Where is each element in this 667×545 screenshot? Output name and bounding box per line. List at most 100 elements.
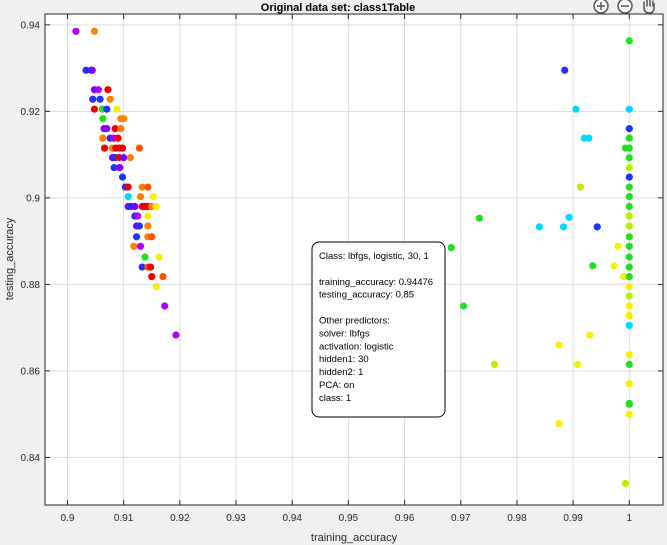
- scatter-point[interactable]: [625, 282, 633, 291]
- scatter-point[interactable]: [625, 410, 633, 418]
- scatter-point[interactable]: [144, 222, 152, 230]
- scatter-point[interactable]: [124, 183, 132, 191]
- scatter-point[interactable]: [103, 125, 111, 133]
- scatter-point[interactable]: [625, 173, 633, 181]
- scatter-point[interactable]: [625, 350, 633, 359]
- scatter-point[interactable]: [144, 183, 152, 191]
- scatter-point[interactable]: [565, 213, 573, 221]
- scatter-point[interactable]: [130, 242, 138, 250]
- scatter-point[interactable]: [138, 183, 146, 191]
- scatter-point[interactable]: [120, 154, 128, 162]
- scatter-point[interactable]: [625, 263, 633, 271]
- scatter-point[interactable]: [535, 223, 544, 231]
- scatter-point[interactable]: [152, 202, 160, 211]
- scatter-point[interactable]: [103, 105, 111, 113]
- scatter-point[interactable]: [625, 134, 633, 142]
- scatter-point[interactable]: [625, 105, 633, 113]
- scatter-point[interactable]: [111, 125, 119, 133]
- scatter-point[interactable]: [447, 244, 455, 252]
- pan-hand-icon[interactable]: [639, 0, 659, 16]
- scatter-point[interactable]: [99, 134, 107, 142]
- scatter-point[interactable]: [135, 222, 143, 230]
- scatter-point[interactable]: [475, 214, 483, 222]
- scatter-point[interactable]: [72, 27, 80, 35]
- scatter-point[interactable]: [561, 66, 569, 74]
- scatter-point[interactable]: [132, 233, 141, 241]
- scatter-point[interactable]: [625, 253, 633, 261]
- datatip-box[interactable]: Class: lbfgs, logistic, 30, 1 training_ac…: [311, 241, 446, 418]
- scatter-point[interactable]: [118, 173, 127, 181]
- scatter-point[interactable]: [148, 272, 156, 281]
- scatter-point[interactable]: [159, 272, 167, 281]
- scatter-point[interactable]: [625, 144, 633, 152]
- scatter-point[interactable]: [135, 144, 143, 152]
- scatter-point[interactable]: [625, 360, 633, 369]
- scatter-point[interactable]: [625, 163, 633, 172]
- scatter-points[interactable]: [72, 27, 633, 487]
- scatter-point[interactable]: [96, 95, 104, 103]
- scatter-point[interactable]: [625, 202, 633, 211]
- scatter-point[interactable]: [113, 105, 121, 113]
- scatter-point[interactable]: [625, 154, 633, 162]
- scatter-point[interactable]: [490, 360, 499, 369]
- scatter-point[interactable]: [559, 223, 568, 231]
- scatter-point[interactable]: [625, 311, 633, 320]
- scatter-point[interactable]: [625, 242, 633, 250]
- scatter-point[interactable]: [459, 302, 468, 310]
- scatter-point[interactable]: [625, 37, 633, 45]
- scatter-point[interactable]: [625, 380, 633, 388]
- scatter-point[interactable]: [625, 212, 633, 220]
- scatter-point[interactable]: [124, 192, 132, 201]
- scatter-point[interactable]: [90, 105, 99, 113]
- scatter-point[interactable]: [625, 400, 633, 408]
- scatter-point[interactable]: [172, 331, 180, 339]
- scatter-point[interactable]: [152, 282, 160, 291]
- scatter-point[interactable]: [614, 242, 622, 250]
- scatter-point[interactable]: [106, 95, 114, 103]
- scatter-point[interactable]: [610, 262, 618, 270]
- scatter-point[interactable]: [574, 360, 582, 369]
- scatter-point[interactable]: [625, 222, 633, 230]
- scatter-point[interactable]: [110, 163, 118, 172]
- scatter-point[interactable]: [625, 272, 633, 281]
- scatter-point[interactable]: [625, 321, 633, 330]
- scatter-point[interactable]: [144, 212, 152, 220]
- scatter-point[interactable]: [82, 66, 90, 74]
- scatter-point[interactable]: [114, 134, 122, 142]
- scatter-point[interactable]: [155, 253, 163, 261]
- scatter-point[interactable]: [161, 302, 169, 310]
- scatter-point[interactable]: [136, 242, 145, 250]
- scatter-point[interactable]: [555, 420, 563, 428]
- scatter-point[interactable]: [589, 262, 597, 270]
- scatter-point[interactable]: [555, 341, 563, 349]
- scatter-point[interactable]: [625, 125, 633, 133]
- scatter-point[interactable]: [136, 192, 145, 201]
- scatter-point[interactable]: [120, 115, 128, 123]
- scatter-point[interactable]: [147, 263, 155, 271]
- scatter-point[interactable]: [621, 479, 629, 487]
- scatter-point[interactable]: [134, 212, 142, 220]
- scatter-point[interactable]: [576, 183, 585, 191]
- scatter-point[interactable]: [586, 331, 594, 339]
- scatter-point[interactable]: [118, 144, 127, 152]
- scatter-point[interactable]: [88, 66, 96, 74]
- scatter-point[interactable]: [94, 86, 102, 94]
- scatter-point[interactable]: [149, 192, 158, 201]
- scatter-point[interactable]: [625, 233, 633, 241]
- scatter-point[interactable]: [100, 144, 109, 152]
- scatter-point[interactable]: [116, 163, 124, 172]
- scatter-point[interactable]: [126, 154, 134, 162]
- scatter-point[interactable]: [593, 223, 601, 231]
- scatter-point[interactable]: [585, 134, 593, 142]
- scatter-point[interactable]: [104, 86, 112, 94]
- scatter-point[interactable]: [625, 292, 633, 300]
- scatter-point[interactable]: [99, 115, 107, 123]
- scatter-point[interactable]: [148, 233, 156, 241]
- scatter-point[interactable]: [625, 302, 633, 310]
- scatter-point[interactable]: [141, 253, 149, 261]
- scatter-point[interactable]: [572, 105, 580, 113]
- zoom-out-icon[interactable]: [615, 0, 635, 16]
- zoom-in-icon[interactable]: [591, 0, 611, 16]
- scatter-point[interactable]: [89, 95, 97, 103]
